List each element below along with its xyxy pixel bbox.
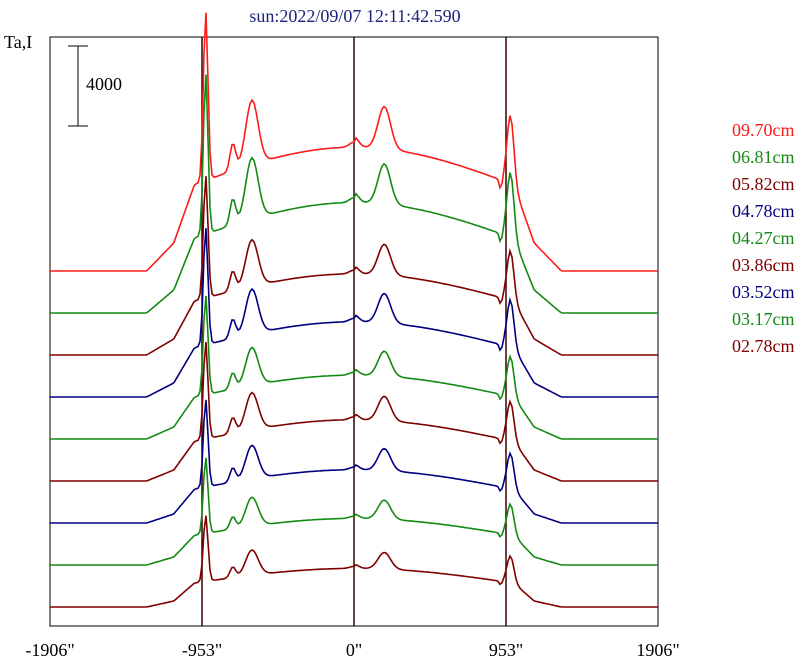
scale-bar: 4000: [68, 45, 122, 127]
y-axis-label: Ta,I: [4, 32, 32, 52]
x-tick-label: -1906": [25, 640, 74, 660]
x-tick-label: 1906": [636, 640, 679, 660]
series-line-02.78cm: [50, 515, 658, 608]
scale-bar-label: 4000: [86, 74, 122, 94]
chart-title: sun:2022/09/07 12:11:42.590: [249, 6, 460, 26]
x-tick-label: -953": [182, 640, 222, 660]
legend-entry: 04.78cm: [732, 201, 795, 221]
legend-entry: 03.17cm: [732, 309, 795, 329]
series-line-04.27cm: [50, 295, 658, 440]
series-line-05.82cm: [50, 176, 658, 356]
x-tick-label: 0": [346, 640, 362, 660]
legend-entry: 03.86cm: [732, 255, 795, 275]
legend: 09.70cm 06.81cm 05.82cm 04.78cm 04.27cm 03.86…: [732, 120, 795, 356]
legend-entry: 04.27cm: [732, 228, 795, 248]
series-line-03.17cm: [50, 457, 658, 566]
legend-entry: 06.81cm: [732, 147, 795, 167]
series-group: [50, 12, 658, 608]
series-line-04.78cm: [50, 228, 658, 398]
legend-entry: 09.70cm: [732, 120, 795, 140]
series-line-03.52cm: [50, 399, 658, 524]
vertical-reference-lines: [201, 37, 507, 626]
legend-entry: 03.52cm: [732, 282, 795, 302]
series-line-03.86cm: [50, 341, 658, 482]
legend-entry: 05.82cm: [732, 174, 795, 194]
series-line-09.70cm: [50, 12, 658, 272]
x-tick-labels: -1906" -953" 0" 953" 1906": [25, 640, 679, 660]
x-tick-label: 953": [489, 640, 523, 660]
legend-entry: 02.78cm: [732, 336, 795, 356]
series-line-06.81cm: [50, 74, 658, 314]
